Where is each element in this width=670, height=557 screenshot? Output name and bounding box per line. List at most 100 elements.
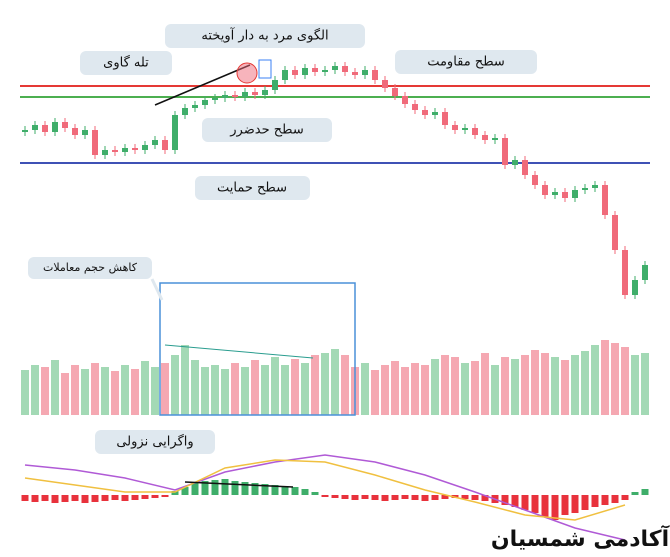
macd-bar: [291, 487, 299, 495]
label-box: [202, 118, 332, 142]
volume-bar: [401, 367, 409, 415]
candle: [402, 96, 408, 104]
watermark: آکادمی شمسیان: [491, 524, 670, 552]
macd-bar: [41, 495, 49, 501]
macd-bar: [281, 486, 289, 495]
macd-bar: [341, 495, 349, 499]
volume-bar: [61, 373, 69, 415]
macd-bar: [431, 495, 439, 500]
macd-bar: [591, 495, 599, 507]
volume-bar: [501, 357, 509, 415]
macd-bar: [161, 495, 169, 497]
candle: [362, 70, 368, 75]
candle: [172, 115, 178, 150]
candle: [152, 140, 158, 145]
volume-bar: [361, 363, 369, 415]
pointer: [150, 278, 164, 301]
candle: [482, 135, 488, 140]
candle: [382, 80, 388, 88]
volume-drop-label: کاهش حجم معاملات: [43, 261, 138, 274]
divergence-line: [184, 481, 294, 488]
candle: [72, 128, 78, 135]
candle: [192, 105, 198, 108]
volume-bar: [301, 363, 309, 415]
volume-bar: [71, 365, 79, 415]
candle: [562, 192, 568, 198]
candle: [62, 122, 68, 128]
macd-bar: [511, 495, 519, 507]
macd-bar: [351, 495, 359, 500]
macd-bar: [631, 492, 639, 495]
macd-bar: [211, 480, 219, 495]
macd-bar: [131, 495, 139, 500]
volume-bar: [631, 355, 639, 415]
candle: [422, 110, 428, 115]
candle: [262, 90, 268, 95]
candle: [142, 145, 148, 150]
macd-bar: [151, 495, 159, 498]
macd-bar: [191, 483, 199, 495]
candle: [542, 185, 548, 195]
candle: [242, 92, 248, 97]
macd-bar: [381, 495, 389, 501]
macd-bar: [411, 495, 419, 500]
candle: [412, 104, 418, 110]
highlight-box: [258, 59, 272, 79]
candle: [182, 108, 188, 115]
macd-bar: [371, 495, 379, 500]
macd-bar: [121, 495, 129, 501]
candle: [312, 68, 318, 72]
candle: [532, 175, 538, 185]
macd-bar: [611, 495, 619, 503]
volume-bar: [311, 355, 319, 415]
macd-bar: [501, 495, 509, 505]
volume-bar: [571, 355, 579, 415]
trend-line: [154, 64, 251, 106]
volume-bar: [211, 365, 219, 415]
volume-bar: [611, 343, 619, 415]
macd-bar: [61, 495, 69, 502]
volume-bar: [601, 340, 609, 415]
candle: [472, 128, 478, 135]
candle: [292, 70, 298, 75]
volume-bar: [121, 365, 129, 415]
volume-bar: [171, 355, 179, 415]
label-box: [195, 176, 310, 200]
candle: [512, 160, 518, 165]
volume-bar: [541, 353, 549, 415]
macd-bar: [601, 495, 609, 505]
candle: [272, 80, 278, 90]
macd-bar: [261, 484, 269, 495]
candle: [442, 112, 448, 125]
volume-bar: [231, 363, 239, 415]
candle: [282, 70, 288, 80]
macd-bar: [141, 495, 149, 499]
candle: [52, 122, 58, 132]
candle: [552, 192, 558, 195]
candle: [122, 148, 128, 152]
macd-bar: [561, 495, 569, 515]
volume-bar: [261, 365, 269, 415]
volume-bar: [81, 369, 89, 415]
macd-bar: [71, 495, 79, 501]
macd-bar: [81, 495, 89, 503]
macd-bar: [461, 495, 469, 499]
hanging-man-label: الگوی مرد به دار آویخته: [201, 27, 328, 44]
macd-bar: [521, 495, 529, 510]
macd-bar: [621, 495, 629, 500]
macd-line: [24, 454, 626, 541]
label-box: [28, 257, 152, 279]
candle: [132, 148, 138, 150]
bull-trap-label: تله گاوی: [103, 55, 149, 71]
volume-bar: [101, 367, 109, 415]
macd-bar: [251, 483, 259, 495]
volume-bar: [111, 371, 119, 415]
candle: [162, 140, 168, 150]
volume-bar: [291, 359, 299, 415]
candle: [42, 125, 48, 132]
volume-bar: [531, 350, 539, 415]
macd-bar: [111, 495, 119, 500]
highlight: [236, 62, 258, 84]
candle: [252, 92, 258, 95]
candle: [432, 112, 438, 115]
